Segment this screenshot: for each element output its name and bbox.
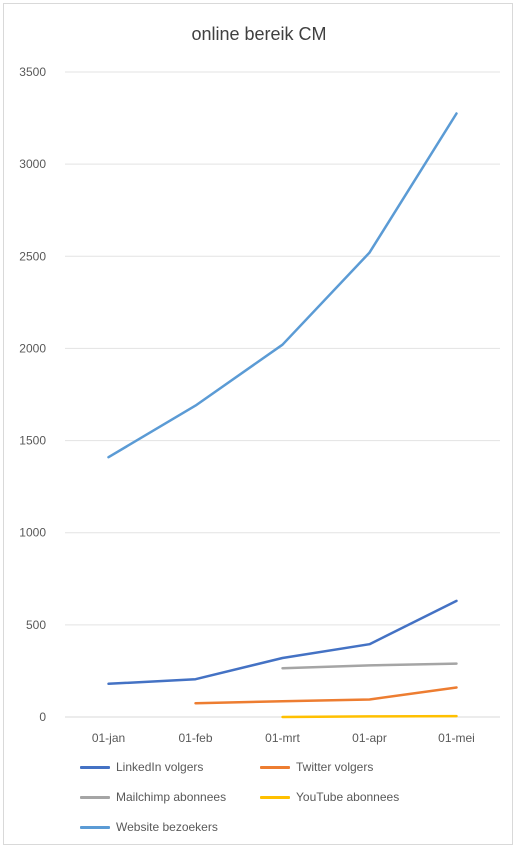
y-tick-label: 1500 (19, 434, 46, 448)
x-tick-label: 01-mrt (265, 731, 300, 745)
x-tick-label: 01-feb (178, 731, 212, 745)
y-tick-label: 2000 (19, 341, 46, 355)
legend-item: LinkedIn volgers (80, 760, 203, 774)
y-axis-ticks: 0 500 1000 1500 2000 2500 3000 3500 (19, 65, 46, 724)
legend-item: Website bezoekers (80, 820, 218, 834)
legend-swatch (80, 825, 110, 829)
legend-label: Mailchimp abonnees (116, 790, 227, 804)
chart-title: online bereik CM (191, 24, 327, 44)
legend-item: YouTube abonnees (260, 790, 399, 804)
legend-item: Mailchimp abonnees (80, 790, 226, 804)
legend-item: Twitter volgers (260, 760, 373, 774)
x-axis-ticks: 01-jan 01-feb 01-mrt 01-apr 01-mei (92, 731, 475, 745)
series-line-linkedin-volgers (107, 599, 458, 686)
legend-swatch (260, 795, 290, 799)
series-line-website-bezoekers (107, 112, 458, 459)
y-tick-label: 0 (39, 710, 46, 724)
y-tick-label: 500 (26, 618, 46, 632)
legend-swatch (80, 765, 110, 769)
series-line-youtube-abonnees (281, 714, 458, 719)
legend-swatch (260, 765, 290, 769)
x-tick-label: 01-mei (438, 731, 475, 745)
chart-frame (3, 3, 513, 845)
legend-swatch (80, 795, 110, 799)
y-tick-label: 3500 (19, 65, 46, 79)
series-line-twitter-volgers (194, 686, 458, 705)
series-lines (107, 112, 458, 719)
legend-label: Twitter volgers (296, 760, 374, 774)
legend-label: YouTube abonnees (296, 790, 400, 804)
legend-label: Website bezoekers (116, 820, 218, 834)
y-tick-label: 2500 (19, 249, 46, 263)
x-tick-label: 01-jan (92, 731, 125, 745)
y-tick-label: 3000 (19, 157, 46, 171)
series-line-mailchimp-abonnees (281, 662, 458, 670)
y-tick-label: 1000 (19, 526, 46, 540)
legend-label: LinkedIn volgers (116, 760, 204, 774)
x-tick-label: 01-apr (352, 731, 387, 745)
gridlines (65, 71, 500, 718)
